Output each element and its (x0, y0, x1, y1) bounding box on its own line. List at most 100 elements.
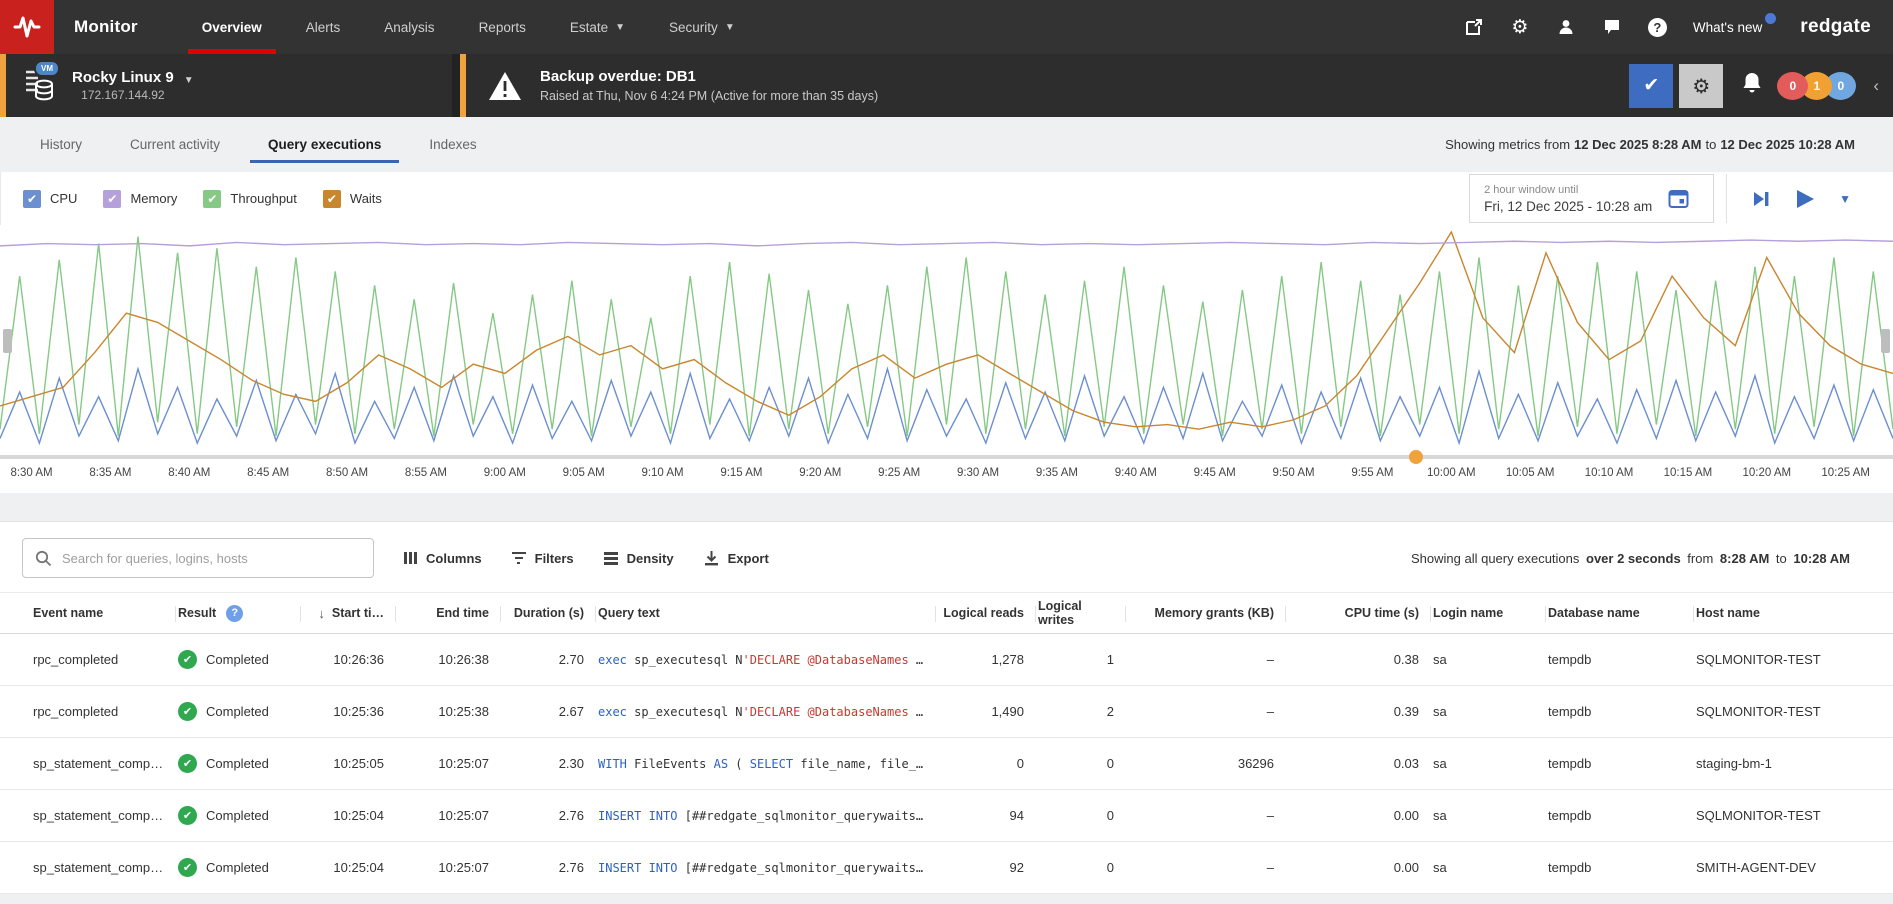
range-handle-left[interactable] (3, 329, 12, 353)
notification-dot (1765, 12, 1777, 24)
cell-duration: 2.30 (558, 756, 584, 771)
checkbox-checked-icon[interactable]: ✔ (103, 189, 122, 208)
tab-current-activity[interactable]: Current activity (130, 137, 221, 152)
axis-tick: 9:05 AM (562, 467, 605, 479)
external-link-icon[interactable] (1464, 17, 1484, 37)
column-header-result[interactable]: Result? (178, 593, 303, 633)
cell-cpu_time: 0.39 (1393, 704, 1419, 719)
axis-tick: 8:40 AM (168, 467, 211, 479)
chevron-down-icon: ▼ (615, 21, 626, 33)
checkbox-checked-icon[interactable]: ✔ (322, 189, 341, 208)
help-icon[interactable]: ? (226, 604, 244, 622)
nav-item-analysis[interactable]: Analysis (384, 19, 435, 35)
tab-indexes[interactable]: Indexes (429, 137, 477, 152)
time-window-picker[interactable]: 2 hour window until Fri, 12 Dec 2025 - 1… (1469, 174, 1715, 223)
cell-end: 10:26:38 (438, 652, 489, 667)
checkbox-checked-icon[interactable]: ✔ (203, 189, 222, 208)
export-button[interactable]: Export (704, 550, 769, 566)
table-body: rpc_completed ✔ Completed 10:26:36 10:26:38 2… (0, 634, 1893, 894)
cell-logical_writes: 1 (1106, 652, 1114, 667)
table-row[interactable]: sp_statement_compl… ✔ Completed 10:25:04 10:… (0, 842, 1893, 894)
badge-high[interactable]: 0 (1777, 71, 1809, 100)
column-header-start-ti-[interactable]: ↓ Start ti… (303, 593, 398, 633)
filters-button[interactable]: Filters (511, 551, 574, 566)
alert-count-badges: 0 1 0 (1777, 71, 1857, 100)
columns-button[interactable]: Columns (404, 551, 482, 566)
acknowledge-button[interactable]: ✔ (1629, 63, 1674, 108)
server-ip: 172.167.144.92 (81, 88, 165, 102)
column-header-memory-grants-kb-[interactable]: Memory grants (KB) (1128, 593, 1288, 633)
column-header-cpu-time-s-[interactable]: CPU time (s) (1288, 593, 1433, 633)
table-row[interactable]: sp_statement_compl… ✔ Completed 10:25:04 10:… (0, 790, 1893, 842)
table-row[interactable]: rpc_completed ✔ Completed 10:26:36 10:26:38 2… (0, 634, 1893, 686)
nav-item-overview[interactable]: Overview (180, 0, 284, 54)
cell-start: 10:25:04 (333, 860, 384, 875)
vm-badge: VM (34, 59, 60, 77)
cell-login: sa (1433, 756, 1447, 771)
gear-icon[interactable]: ⚙ (1511, 16, 1529, 38)
play-options-chevron-icon[interactable]: ▼ (1839, 191, 1851, 206)
metric-toggle-throughput[interactable]: ✔ Throughput (203, 189, 297, 208)
tab-query-executions[interactable]: Query executions (244, 117, 405, 172)
metrics-chart[interactable] (0, 225, 1893, 464)
search-input[interactable] (62, 550, 361, 566)
chart-x-axis: 8:30 AM 8:35 AM 8:40 AM 8:45 AM 8:50 AM 8:55 … (0, 457, 1893, 493)
calendar-icon[interactable] (1668, 188, 1689, 209)
alert-settings-button[interactable]: ⚙ (1679, 63, 1724, 108)
app-logo[interactable] (0, 0, 54, 54)
filter-icon (511, 552, 526, 564)
cell-cpu_time: 0.00 (1393, 860, 1419, 875)
help-icon[interactable]: ? (1647, 17, 1667, 37)
server-selector[interactable]: VM Rocky Linux 9 172.167.144.92 ▼ (0, 54, 452, 117)
column-header-database-name[interactable]: Database name (1548, 593, 1696, 633)
column-header-query-text[interactable]: Query text (598, 593, 938, 633)
table-row[interactable]: rpc_completed ✔ Completed 10:25:36 10:25:38 2… (0, 686, 1893, 738)
collapse-chevron-icon[interactable]: ‹ (1873, 75, 1879, 95)
column-header-login-name[interactable]: Login name (1433, 593, 1548, 633)
whats-new-link[interactable]: What's new (1693, 12, 1777, 35)
checkbox-checked-icon[interactable]: ✔ (23, 189, 41, 208)
column-header-logical-writes[interactable]: Logical writes (1038, 593, 1128, 633)
axis-tick: 8:45 AM (247, 467, 290, 479)
metric-toggle-waits[interactable]: ✔ Waits (322, 189, 382, 208)
feedback-icon[interactable] (1602, 17, 1622, 37)
cell-logical_writes: 0 (1106, 808, 1114, 823)
axis-tick: 10:00 AM (1427, 467, 1476, 479)
nav-item-alerts[interactable]: Alerts (305, 19, 341, 35)
tab-history[interactable]: History (40, 137, 83, 152)
axis-tick: 9:50 AM (1272, 467, 1315, 479)
nav-item-security[interactable]: Security ▼ (669, 19, 735, 35)
cell-host: SQLMONITOR-TEST (1696, 808, 1821, 823)
metric-toggle-cpu[interactable]: ✔ CPU (23, 189, 77, 208)
cell-login: sa (1433, 652, 1447, 667)
timeline-scrubber-dot[interactable] (1408, 450, 1423, 464)
column-header-end-time[interactable]: End time (398, 593, 503, 633)
user-icon[interactable] (1556, 17, 1576, 37)
query-executions-panel: Columns Filters Density Export Showing a… (0, 521, 1893, 894)
cell-start: 10:26:36 (333, 652, 384, 667)
cell-end: 10:25:07 (438, 756, 489, 771)
cell-database: tempdb (1548, 808, 1592, 823)
nav-item-reports[interactable]: Reports (478, 19, 526, 35)
metric-toggle-memory[interactable]: ✔ Memory (103, 189, 177, 208)
column-header-duration-s-[interactable]: Duration (s) (503, 593, 598, 633)
cell-memory_grants: – (1266, 860, 1274, 875)
column-header-host-name[interactable]: Host name (1696, 606, 1760, 620)
density-button[interactable]: Density (603, 551, 674, 566)
cell-query: INSERT INTO [##redgate_sqlmonitor_queryw… (598, 860, 924, 875)
skip-to-latest-button[interactable] (1751, 189, 1771, 209)
table-row[interactable]: sp_statement_compl… ✔ Completed 10:25:05 10:… (0, 738, 1893, 790)
cell-result: ✔ Completed (178, 754, 303, 773)
cell-logical_writes: 0 (1106, 860, 1114, 875)
range-handle-right[interactable] (1881, 329, 1890, 353)
bell-icon[interactable] (1741, 71, 1763, 100)
search-box[interactable] (22, 538, 374, 578)
nav-item-estate[interactable]: Estate ▼ (569, 19, 626, 35)
play-button[interactable] (1793, 187, 1817, 211)
timeline-track[interactable] (0, 455, 1893, 459)
active-alert[interactable]: Backup overdue: DB1 Raised at Thu, Nov 6… (460, 54, 1629, 117)
column-header-event-name[interactable]: Event name (33, 593, 178, 633)
cell-memory_grants: 36296 (1237, 756, 1274, 771)
cell-start: 10:25:36 (333, 704, 384, 719)
column-header-logical-reads[interactable]: Logical reads (938, 593, 1038, 633)
